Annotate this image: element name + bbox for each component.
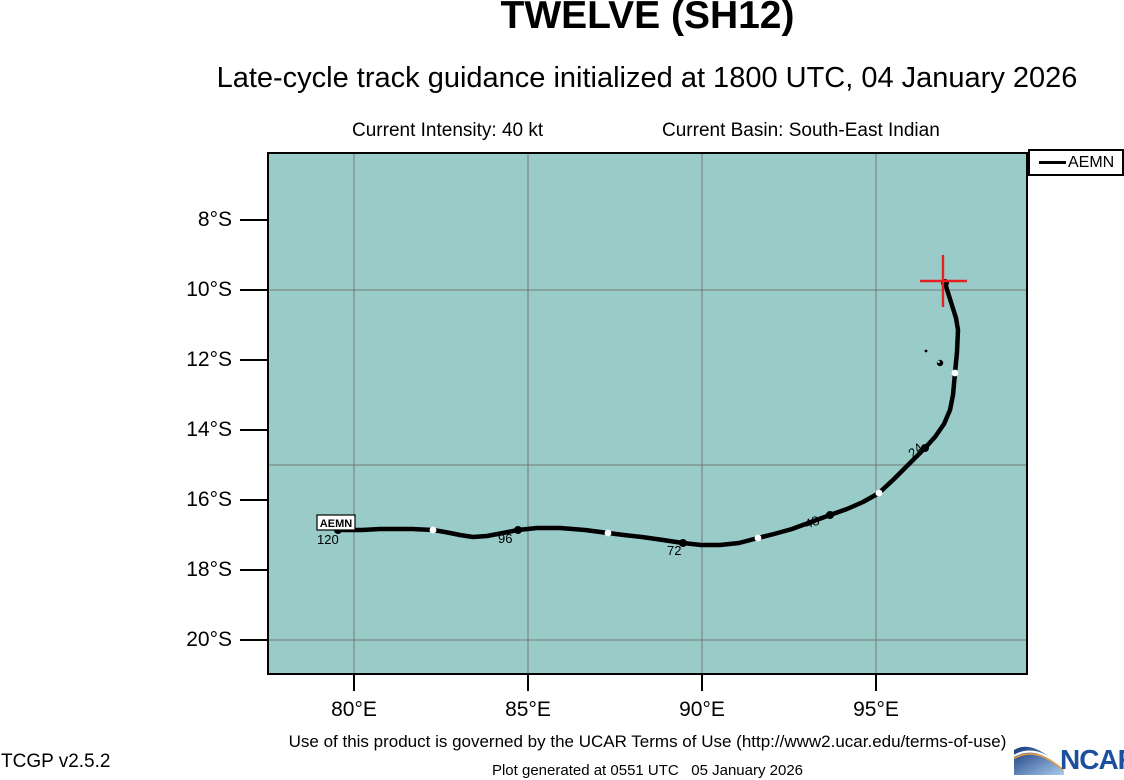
x-tick-label-85e: 85°E xyxy=(505,698,551,721)
track-marker-24h-group xyxy=(334,279,949,547)
y-tick-label-10s: 10°S xyxy=(186,278,232,301)
tau-label-72: 72 xyxy=(667,543,681,558)
y-tick-label-12s: 12°S xyxy=(186,348,232,371)
storm-title: TWELVE (SH12) xyxy=(500,0,795,37)
plot-subtitle: Late-cycle track guidance initialized at… xyxy=(216,62,1078,94)
current-intensity-label: Current Intensity: 40 kt xyxy=(352,120,544,141)
x-tick-label-95e: 95°E xyxy=(853,698,899,721)
y-tick-12s xyxy=(240,359,267,361)
x-tick-label-90e: 90°E xyxy=(679,698,725,721)
y-tick-14s xyxy=(240,429,267,431)
initial-position-cross-icon xyxy=(920,255,967,307)
track-marker-060h xyxy=(754,534,762,542)
track-marker-108h xyxy=(429,526,437,534)
x-tick-90e xyxy=(701,675,703,691)
plot-generated-text: Plot generated at 0551 UTC 05 January 20… xyxy=(491,762,804,779)
track-marker-048h xyxy=(826,511,834,519)
map-plot-area: 120 96 72 48 24 AEMN xyxy=(267,152,1028,675)
legend-model-label: AEMN xyxy=(1068,153,1115,171)
y-tick-label-14s: 14°S xyxy=(186,418,232,441)
current-basin-label: Current Basin: South-East Indian xyxy=(662,120,940,141)
tau-label-120: 120 xyxy=(317,532,339,547)
track-marker-072h xyxy=(679,539,687,547)
y-tick-8s xyxy=(240,219,267,221)
tcgp-version-label: TCGP v2.5.2 xyxy=(1,751,111,772)
tau-label-48: 48 xyxy=(803,513,822,532)
track-model-label-box: AEMN xyxy=(316,514,356,531)
track-marker-12h-group xyxy=(429,369,959,542)
track-marker-096h xyxy=(514,526,522,534)
track-marker-036h xyxy=(875,489,883,497)
y-tick-label-20s: 20°S xyxy=(186,628,232,651)
y-tick-18s xyxy=(240,569,267,571)
y-tick-16s xyxy=(240,499,267,501)
legend-line-sample-icon xyxy=(1039,161,1066,164)
x-tick-80e xyxy=(353,675,355,691)
ncar-logo: NCAR xyxy=(1012,742,1124,778)
ncar-logo-text: NCAR xyxy=(1060,744,1124,775)
x-tick-95e xyxy=(875,675,877,691)
tau-label-24: 24 xyxy=(905,440,926,461)
y-tick-10s xyxy=(240,289,267,291)
track-marker-024h xyxy=(921,444,929,452)
ncar-logo-swoosh-icon xyxy=(1013,746,1064,775)
track-map-canvas: 120 96 72 48 24 AEMN xyxy=(267,152,1028,675)
y-tick-label-18s: 18°S xyxy=(186,558,232,581)
track-model-label: AEMN xyxy=(320,518,352,530)
x-tick-85e xyxy=(527,675,529,691)
graticule-gridlines xyxy=(267,152,1028,675)
y-tick-label-16s: 16°S xyxy=(186,488,232,511)
island-marker xyxy=(924,349,944,367)
y-tick-label-8s: 8°S xyxy=(197,208,232,231)
track-marker-084h xyxy=(604,529,612,537)
x-tick-label-80e: 80°E xyxy=(331,698,377,721)
track-marker-012h xyxy=(951,369,959,377)
terms-of-use-text: Use of this product is governed by the U… xyxy=(288,732,1007,751)
tau-label-96: 96 xyxy=(498,531,512,546)
track-path-aemn xyxy=(335,280,961,548)
legend-box: AEMN xyxy=(1028,149,1124,176)
y-tick-20s xyxy=(240,639,267,641)
